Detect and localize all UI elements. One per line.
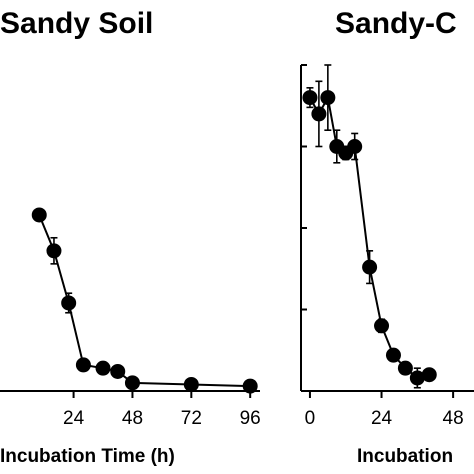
left-x-tick-label: 24: [63, 408, 85, 429]
left-data-point: [124, 375, 140, 391]
left-x-tick-label: 72: [181, 408, 202, 429]
right-data-point: [302, 90, 318, 106]
left-data-point: [183, 376, 199, 392]
right-data-point: [421, 367, 437, 383]
right-x-tick-label: 0: [305, 408, 316, 429]
left-data-point: [242, 378, 258, 394]
right-x-axis-label: Incubation: [357, 446, 453, 467]
left-x-axis-label: Incubation Time (h): [0, 446, 175, 467]
right-y-ticks: [301, 64, 307, 392]
left-data-point: [95, 360, 111, 376]
right-x-tick-label: 24: [371, 408, 393, 429]
left-x-ticks: 24 48 72 96: [63, 391, 261, 429]
right-series-line: [309, 94, 430, 380]
right-data-point: [320, 90, 336, 106]
left-x-tick-label: 48: [122, 408, 143, 429]
left-data-point: [46, 243, 62, 259]
right-x-ticks: 0 24 48: [305, 391, 464, 429]
right-data-point: [347, 139, 363, 154]
right-panel-title: Sandy-C: [335, 7, 457, 40]
right-data-point: [409, 370, 425, 386]
left-series: [31, 207, 258, 394]
left-data-point: [75, 357, 91, 373]
right-panel: Sandy-C 0 24 48 Incubation: [300, 7, 474, 467]
right-data-point: [397, 360, 413, 376]
left-panel: Sandy Soil 24 48 72 96 Incubation Time (h): [0, 7, 261, 467]
right-series: [302, 64, 437, 389]
left-data-point: [31, 207, 47, 223]
right-data-point: [385, 347, 401, 363]
left-x-tick-label: 96: [240, 408, 261, 429]
left-data-point: [61, 295, 77, 311]
right-data-point: [311, 106, 327, 122]
left-data-point: [110, 363, 126, 379]
right-data-point: [362, 259, 378, 275]
right-x-tick-label: 48: [443, 408, 464, 429]
right-data-point: [374, 318, 390, 334]
left-panel-title: Sandy Soil: [0, 7, 153, 40]
